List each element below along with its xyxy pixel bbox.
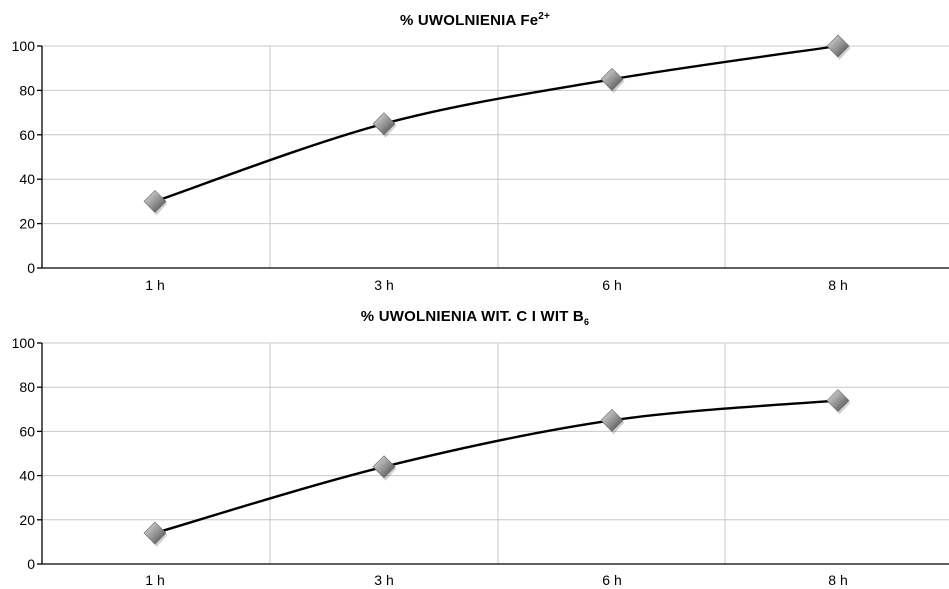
x-tick-label: 3 h (374, 277, 393, 293)
y-tick-label: 60 (19, 127, 35, 143)
x-tick-labels: 1 h 3 h 6 h 8 h (145, 572, 847, 588)
chart-title-superscript: 2+ (538, 11, 550, 22)
axes (37, 342, 949, 565)
x-tick-label: 8 h (828, 277, 847, 293)
data-point-marker (600, 408, 625, 435)
series-markers (143, 389, 851, 548)
gridlines (42, 342, 949, 564)
y-tick-label: 80 (19, 82, 35, 98)
y-tick-label: 0 (27, 556, 35, 572)
y-tick-label: 0 (27, 260, 35, 276)
chart-title: % UWOLNIENIA Fe2+ (400, 11, 550, 29)
y-tick-label: 20 (19, 512, 35, 528)
data-point-marker (372, 455, 397, 481)
y-tick-label: 80 (19, 379, 35, 395)
x-tick-label: 1 h (145, 572, 164, 588)
series-markers (143, 34, 851, 216)
chart-vitamin-release: % UWOLNIENIA WIT. C I WIT B6 0 20 40 60 80 10… (12, 308, 949, 588)
y-tick-label: 60 (19, 423, 35, 439)
series-line-path (153, 44, 840, 203)
data-point-marker (826, 34, 851, 60)
data-point-marker (143, 521, 168, 548)
y-tick-label: 100 (12, 335, 36, 351)
data-point-marker (600, 67, 625, 94)
y-tick-label: 20 (19, 216, 35, 232)
y-tick-label: 100 (12, 38, 36, 54)
y-tick-labels: 0 20 40 60 80 100 (12, 335, 36, 572)
data-point-marker (143, 189, 168, 216)
data-point-marker (372, 112, 397, 138)
y-tick-label: 40 (19, 468, 35, 484)
gridlines (42, 45, 949, 268)
x-tick-label: 3 h (374, 572, 393, 588)
chart-fe-release: % UWOLNIENIA Fe2+ 0 20 40 60 80 100 1 h 3 h 6 h… (12, 11, 949, 293)
x-tick-label: 8 h (828, 572, 847, 588)
axes (37, 45, 949, 269)
x-tick-label: 1 h (145, 277, 164, 293)
x-tick-labels: 1 h 3 h 6 h 8 h (145, 277, 847, 293)
y-tick-label: 40 (19, 171, 35, 187)
x-tick-label: 6 h (602, 277, 621, 293)
y-tick-labels: 0 20 40 60 80 100 (12, 38, 36, 276)
series-line (153, 399, 840, 535)
x-tick-label: 6 h (602, 572, 621, 588)
chart-title-subscript: 6 (584, 317, 589, 327)
data-point-marker (826, 389, 851, 415)
series-line (153, 44, 840, 203)
series-line-path (153, 399, 840, 535)
chart-title: % UWOLNIENIA WIT. C I WIT B6 (361, 308, 589, 327)
